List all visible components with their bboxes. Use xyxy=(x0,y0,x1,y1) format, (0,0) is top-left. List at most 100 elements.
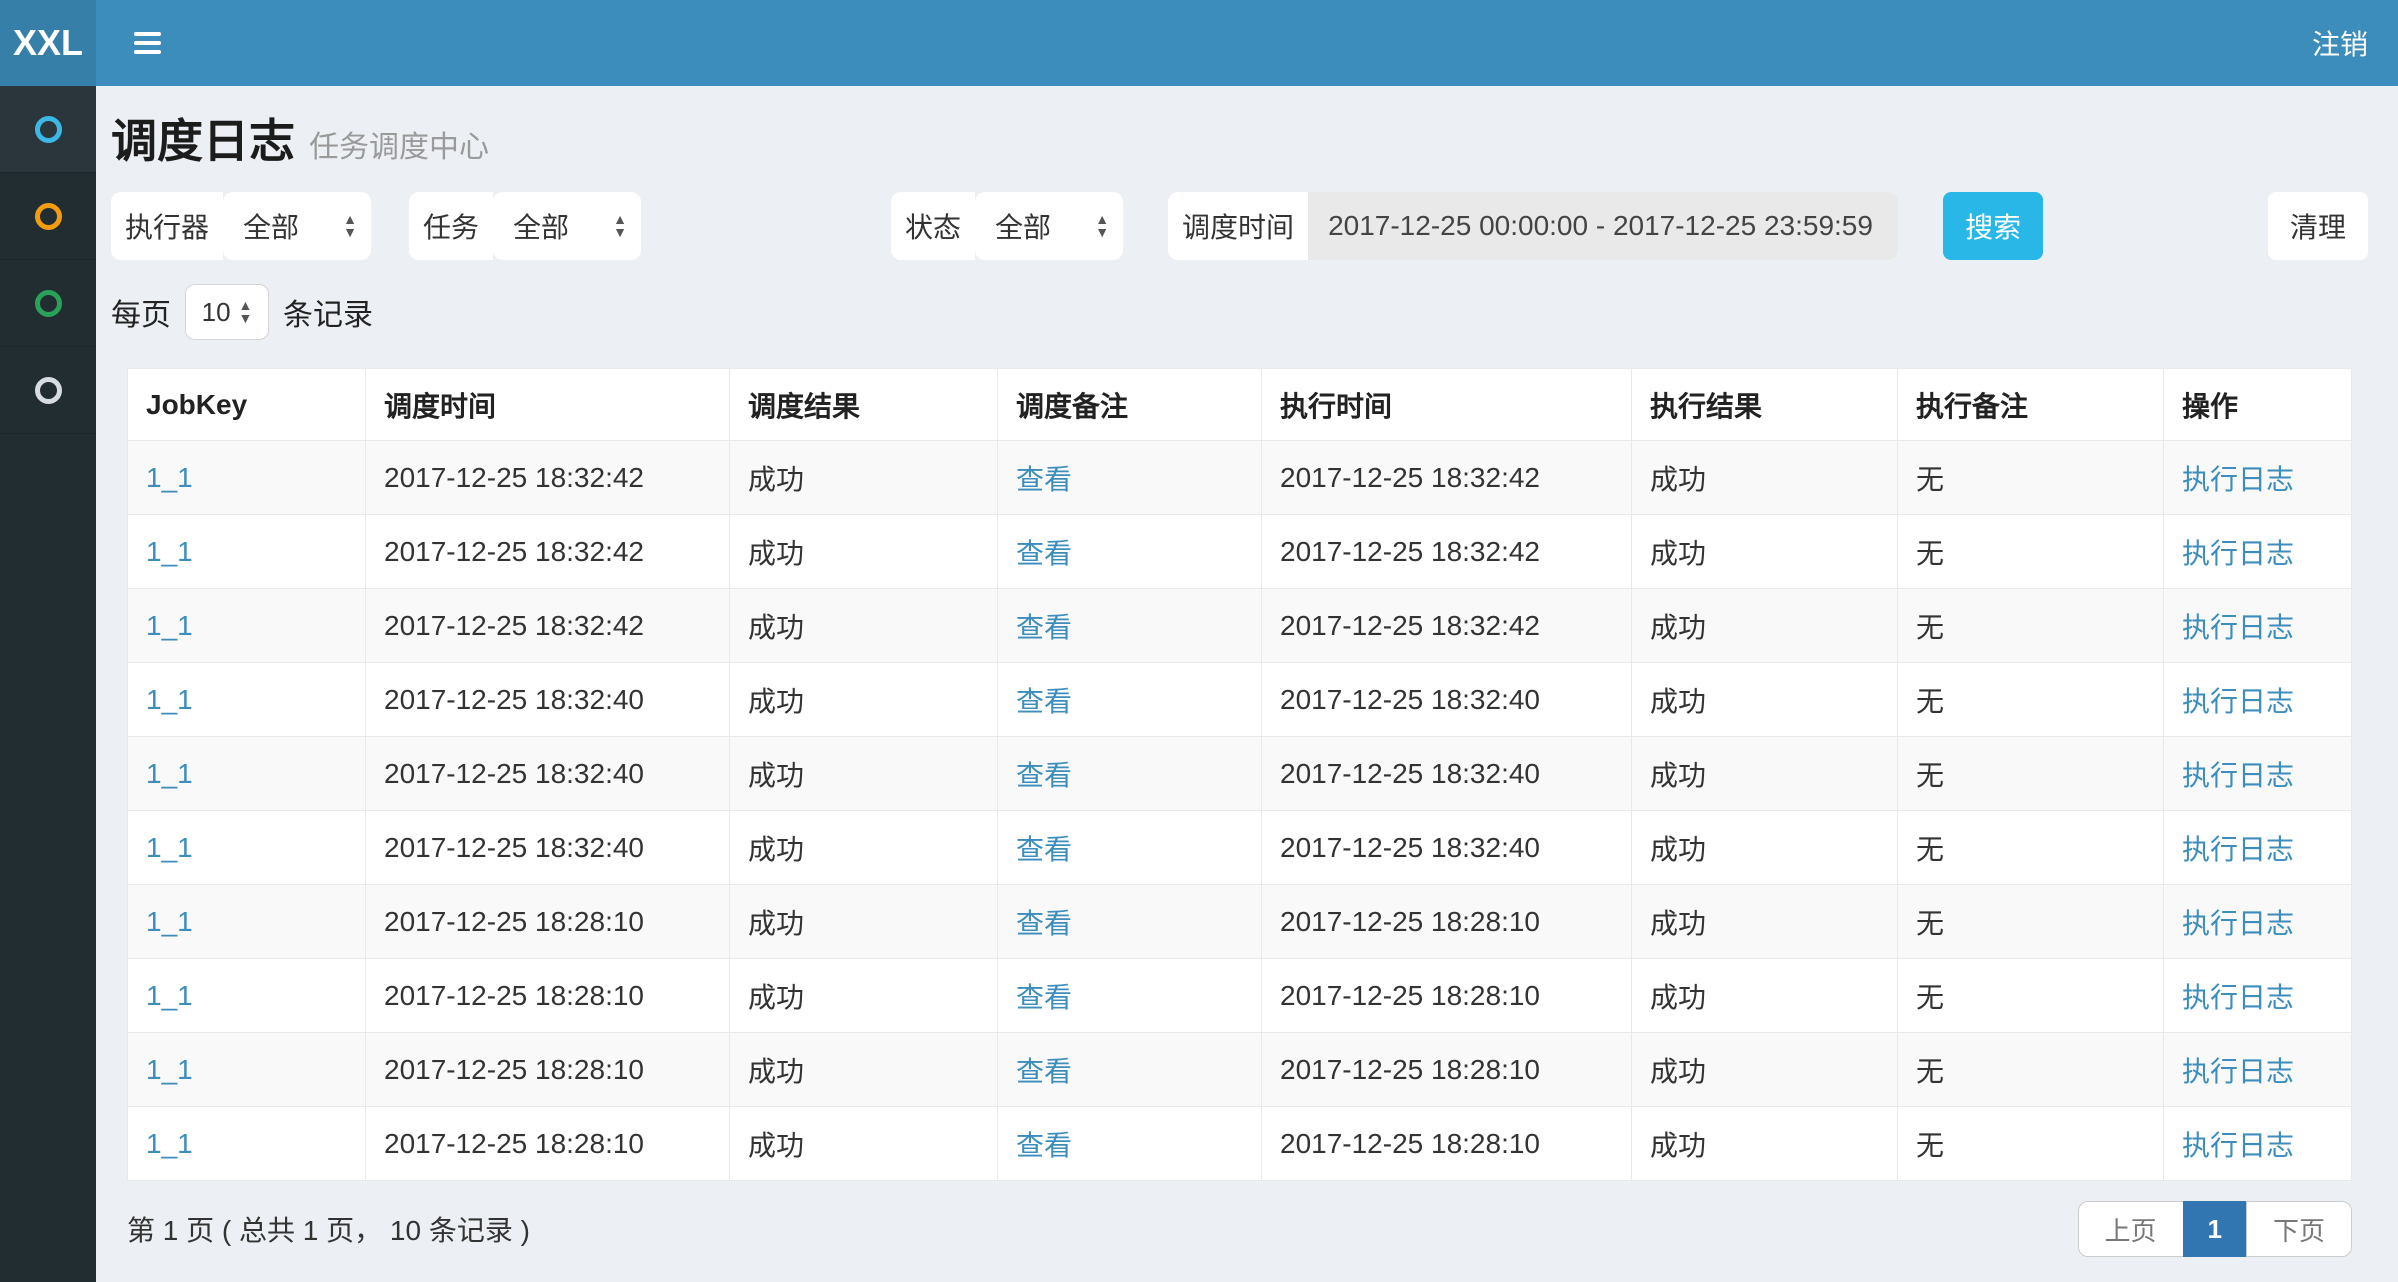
jobkey-link[interactable]: 1_1 xyxy=(146,1127,193,1159)
trigger-result-cell: 成功 xyxy=(729,736,998,811)
top-navbar: XXL 注销 xyxy=(0,0,2398,86)
action-cell: 执行日志 xyxy=(2163,884,2352,959)
content-header: 调度日志 任务调度中心 xyxy=(111,86,2368,192)
trigger-msg-link[interactable]: 查看 xyxy=(1016,611,1073,643)
trigger-result-cell: 成功 xyxy=(729,958,998,1033)
status-select-value: 全部 xyxy=(995,212,1052,243)
page-size-value: 10 xyxy=(201,296,231,327)
exec-log-link[interactable]: 执行日志 xyxy=(2182,685,2295,717)
col-trigger-time: 调度时间 xyxy=(365,368,730,441)
jobkey-link[interactable]: 1_1 xyxy=(146,757,193,789)
trigger-time-cell: 2017-12-25 18:32:40 xyxy=(365,810,730,885)
jobkey-link[interactable]: 1_1 xyxy=(146,535,193,567)
page-size-select[interactable]: 10 ▲ ▼ xyxy=(185,284,269,340)
job-select[interactable]: 全部 ▲ ▼ xyxy=(493,192,642,260)
jobkey-link[interactable]: 1_1 xyxy=(146,461,193,493)
jobkey-link[interactable]: 1_1 xyxy=(146,905,193,937)
circle-outline-icon xyxy=(34,289,62,317)
sidebar-item-1[interactable] xyxy=(0,86,96,173)
circle-outline-icon xyxy=(34,376,62,404)
exec-log-link[interactable]: 执行日志 xyxy=(2182,1129,2295,1161)
exec-log-link[interactable]: 执行日志 xyxy=(2182,1055,2295,1087)
trigger-time-cell: 2017-12-25 18:32:42 xyxy=(365,514,730,589)
trigger-result-cell: 成功 xyxy=(729,1106,998,1181)
handle-time-cell: 2017-12-25 18:32:40 xyxy=(1261,662,1632,737)
exec-log-link[interactable]: 执行日志 xyxy=(2182,907,2295,939)
trigger-msg-link[interactable]: 查看 xyxy=(1016,981,1073,1013)
trigger-msg-link[interactable]: 查看 xyxy=(1016,833,1073,865)
col-action: 操作 xyxy=(2163,368,2352,441)
sidebar-item-4[interactable] xyxy=(0,347,96,434)
trigger-result-cell: 成功 xyxy=(729,440,998,515)
handle-time-cell: 2017-12-25 18:32:42 xyxy=(1261,588,1632,663)
trigger-msg-cell: 查看 xyxy=(997,588,1262,663)
sidebar-item-3[interactable] xyxy=(0,260,96,347)
handle-msg-cell: 无 xyxy=(1897,736,2164,811)
exec-log-link[interactable]: 执行日志 xyxy=(2182,463,2295,495)
exec-log-link[interactable]: 执行日志 xyxy=(2182,537,2295,569)
clear-button[interactable]: 清理 xyxy=(2267,192,2368,260)
jobkey-cell: 1_1 xyxy=(127,662,366,737)
trigger-msg-cell: 查看 xyxy=(997,810,1262,885)
job-filter-group: 任务 全部 ▲ ▼ xyxy=(409,192,642,260)
trigger-result-cell: 成功 xyxy=(729,810,998,885)
status-select[interactable]: 全部 ▲ ▼ xyxy=(975,192,1124,260)
trigger-msg-link[interactable]: 查看 xyxy=(1016,463,1073,495)
exec-log-link[interactable]: 执行日志 xyxy=(2182,611,2295,643)
logout-link[interactable]: 注销 xyxy=(2311,29,2368,60)
jobkey-link[interactable]: 1_1 xyxy=(146,831,193,863)
search-button[interactable]: 搜索 xyxy=(1943,192,2044,260)
handle-result-cell: 成功 xyxy=(1631,810,1898,885)
time-label: 调度时间 xyxy=(1168,192,1309,260)
exec-log-link[interactable]: 执行日志 xyxy=(2182,981,2295,1013)
sidebar-item-2[interactable] xyxy=(0,173,96,260)
trigger-msg-cell: 查看 xyxy=(997,440,1262,515)
handle-time-cell: 2017-12-25 18:32:40 xyxy=(1261,810,1632,885)
trigger-msg-link[interactable]: 查看 xyxy=(1016,1055,1073,1087)
jobkey-link[interactable]: 1_1 xyxy=(146,683,193,715)
prev-page-button[interactable]: 上页 xyxy=(2077,1201,2184,1257)
trigger-msg-link[interactable]: 查看 xyxy=(1016,537,1073,569)
jobkey-link[interactable]: 1_1 xyxy=(146,1053,193,1085)
time-filter-group: 调度时间 2017-12-25 00:00:00 - 2017-12-25 23… xyxy=(1168,192,1899,260)
trigger-msg-link[interactable]: 查看 xyxy=(1016,685,1073,717)
page-size-prefix: 每页 xyxy=(111,299,171,332)
main-content: 调度日志 任务调度中心 执行器 全部 ▲ ▼ 任务 全部 ▲ ▼ 状态 xyxy=(96,86,2398,1282)
jobkey-link[interactable]: 1_1 xyxy=(146,609,193,641)
exec-log-link[interactable]: 执行日志 xyxy=(2182,759,2295,791)
trigger-msg-link[interactable]: 查看 xyxy=(1016,1129,1073,1161)
trigger-result-cell: 成功 xyxy=(729,1032,998,1107)
table-header-row: JobKey 调度时间 调度结果 调度备注 执行时间 执行结果 执行备注 操作 xyxy=(127,368,2352,441)
trigger-msg-cell: 查看 xyxy=(997,662,1262,737)
circle-outline-icon xyxy=(34,202,62,230)
hamburger-icon xyxy=(134,32,161,54)
trigger-msg-cell: 查看 xyxy=(997,514,1262,589)
action-cell: 执行日志 xyxy=(2163,736,2352,811)
executor-select[interactable]: 全部 ▲ ▼ xyxy=(223,192,372,260)
select-arrows-icon: ▲ ▼ xyxy=(343,211,358,240)
handle-result-cell: 成功 xyxy=(1631,588,1898,663)
trigger-time-cell: 2017-12-25 18:28:10 xyxy=(365,884,730,959)
current-page-button[interactable]: 1 xyxy=(2182,1201,2247,1257)
trigger-time-cell: 2017-12-25 18:28:10 xyxy=(365,958,730,1033)
pagination: 上页 1 下页 xyxy=(2077,1201,2352,1257)
sidebar-toggle-button[interactable] xyxy=(124,17,171,69)
jobkey-cell: 1_1 xyxy=(127,958,366,1033)
trigger-msg-cell: 查看 xyxy=(997,736,1262,811)
col-jobkey: JobKey xyxy=(127,368,366,441)
exec-log-link[interactable]: 执行日志 xyxy=(2182,833,2295,865)
trigger-msg-cell: 查看 xyxy=(997,884,1262,959)
handle-result-cell: 成功 xyxy=(1631,440,1898,515)
next-page-button[interactable]: 下页 xyxy=(2245,1201,2352,1257)
job-select-value: 全部 xyxy=(513,212,570,243)
date-range-input[interactable]: 2017-12-25 00:00:00 - 2017-12-25 23:59:5… xyxy=(1308,192,1899,260)
jobkey-cell: 1_1 xyxy=(127,736,366,811)
action-cell: 执行日志 xyxy=(2163,440,2352,515)
trigger-msg-link[interactable]: 查看 xyxy=(1016,907,1073,939)
col-handle-time: 执行时间 xyxy=(1261,368,1632,441)
trigger-msg-link[interactable]: 查看 xyxy=(1016,759,1073,791)
table-row: 1_1 2017-12-25 18:32:42 成功 查看 2017-12-25… xyxy=(127,588,2352,663)
handle-time-cell: 2017-12-25 18:32:40 xyxy=(1261,736,1632,811)
jobkey-link[interactable]: 1_1 xyxy=(146,979,193,1011)
select-arrows-icon: ▲ ▼ xyxy=(613,211,628,240)
